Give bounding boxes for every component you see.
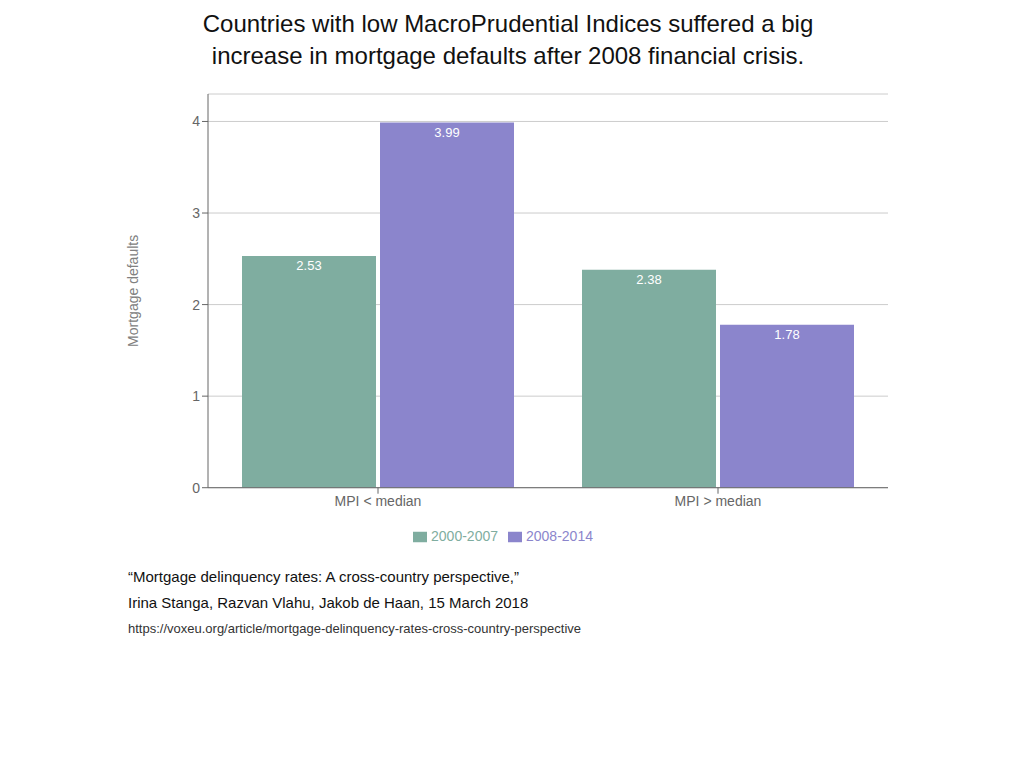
svg-text:1: 1: [192, 388, 200, 404]
html-text:2008-2014: 2008-2014: [526, 527, 593, 544]
html-text:Irina Stanga, Razvan Vlahu, Ja: Irina Stanga, Razvan Vlahu, Jakob de Haa…: [128, 594, 529, 611]
html-text:increase in mortgage defaults: increase in mortgage defaults after 2008…: [211, 42, 805, 69]
svg-text:3.99: 3.99: [434, 125, 459, 140]
svg-text:Mortgage defaults: Mortgage defaults: [125, 235, 141, 347]
html-text:2000-2007: 2000-2007: [431, 527, 498, 544]
html-text:“Mortgage delinquency rates: A: “Mortgage delinquency rates: A cross-cou…: [128, 568, 519, 585]
svg-text:2.38: 2.38: [636, 272, 661, 287]
html-text:Countries with low MacroPruden: Countries with low MacroPrudential Indic…: [202, 10, 814, 37]
svg-text:2.53: 2.53: [296, 258, 321, 273]
svg-text:1.78: 1.78: [774, 327, 799, 342]
svg-text:4: 4: [192, 113, 200, 129]
svg-text:2: 2: [192, 297, 200, 313]
svg-text:0: 0: [192, 480, 200, 496]
svg-text:MPI < median: MPI < median: [335, 493, 422, 509]
svg-text:3: 3: [192, 205, 200, 221]
svg-text:MPI > median: MPI > median: [675, 493, 762, 509]
html-text:https://voxeu.org/article/mort: https://voxeu.org/article/mortgage-delin…: [128, 621, 581, 636]
